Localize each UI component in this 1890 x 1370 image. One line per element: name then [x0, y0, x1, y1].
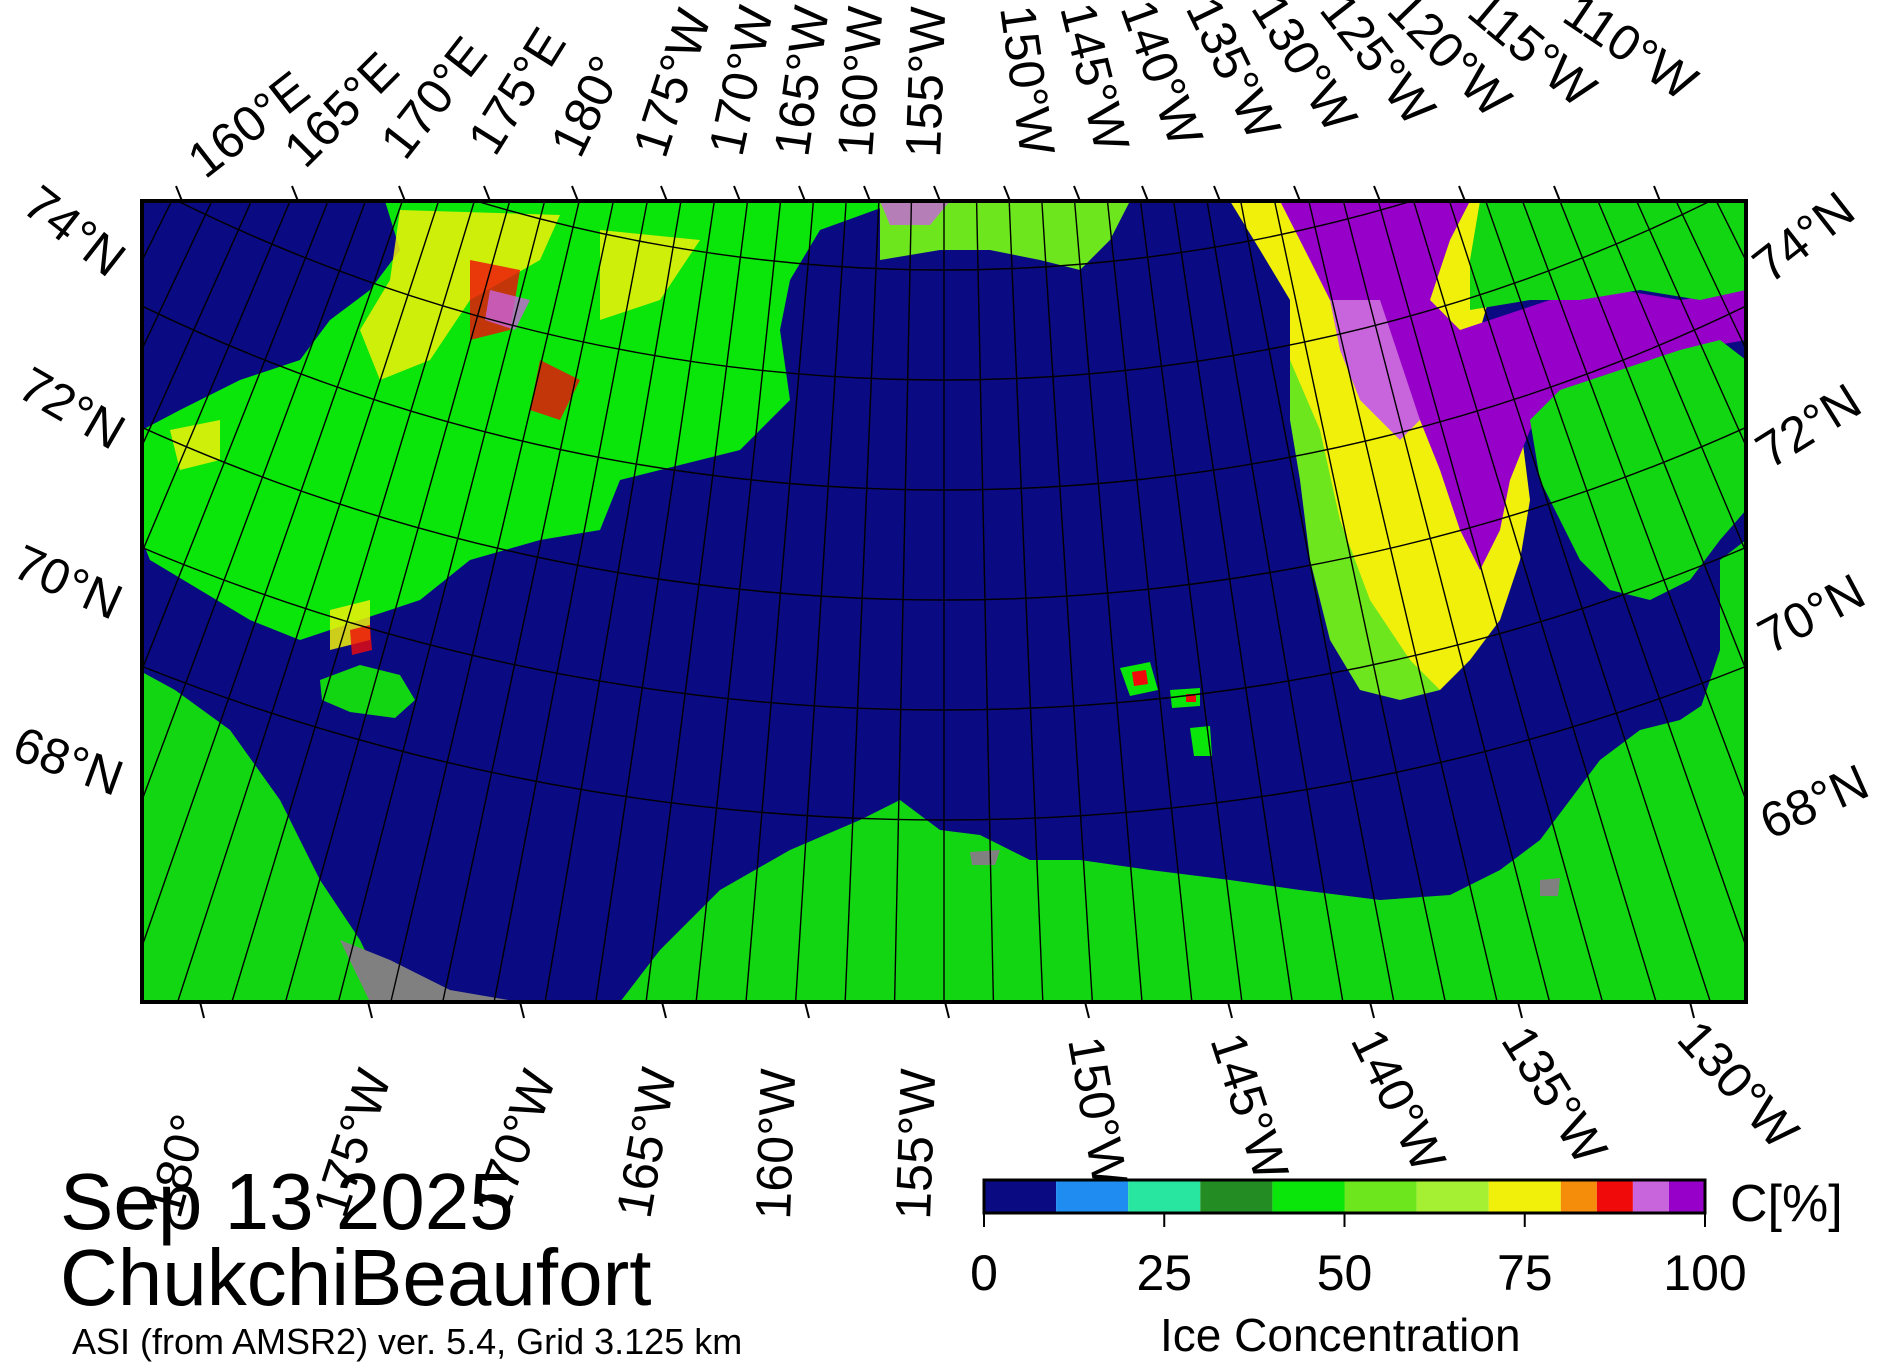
colorbar-swatch [1488, 1180, 1561, 1213]
sea-ice-east-purple [1280, 201, 1746, 570]
colorbar-tick-label: 0 [970, 1245, 998, 1301]
map-border [140, 199, 1748, 1004]
colorbar-swatch [1632, 1180, 1669, 1213]
left-lat-label: 70°N [6, 534, 131, 631]
sea-ice-north-east [1230, 201, 1530, 690]
ice-patches-yellow [170, 210, 700, 650]
land-victoria-island [1470, 201, 1746, 310]
region-label: ChukchiBeaufort [60, 1233, 652, 1322]
colorbar-swatch [1596, 1180, 1633, 1213]
left-lat-label: 74°N [13, 175, 136, 288]
left-lat-label: 68°N [6, 716, 130, 807]
colorbar-swatch [1344, 1180, 1417, 1213]
bottom-lon-label: 150°W [1057, 1032, 1138, 1191]
top-lon-label: 155°W [895, 5, 956, 158]
colorbar-tick-label: 100 [1663, 1245, 1747, 1301]
right-lat-label: 70°N [1749, 563, 1874, 665]
ice-patches-purple [485, 201, 950, 330]
sea-ice-east-pink [1330, 300, 1420, 440]
bottom-lon-label: 165°W [606, 1063, 687, 1222]
colorbar-unit-label: C[%] [1730, 1175, 1843, 1233]
right-lat-label: 72°N [1746, 373, 1870, 480]
left-latitude-labels: 74°N 72°N 70°N 68°N [6, 175, 136, 807]
product-label: ASI (from AMSR2) ver. 5.4, Grid 3.125 km [72, 1321, 743, 1362]
right-latitude-labels: 74°N 72°N 70°N 68°N [1742, 181, 1876, 850]
ice-spots-beaufort-red [1132, 670, 1196, 702]
colorbar-swatch [1200, 1180, 1273, 1213]
colorbar-swatch [1056, 1180, 1129, 1213]
sea-ice-east-green [1290, 360, 1440, 700]
land-alaska [620, 690, 1746, 1002]
bottom-lon-label: 145°W [1200, 1026, 1300, 1187]
right-lat-label: 68°N [1752, 753, 1877, 850]
ice-spots-beaufort [1120, 662, 1212, 756]
bottom-lon-label: 155°W [885, 1067, 946, 1220]
colorbar-swatch [1416, 1180, 1489, 1213]
colorbar [982, 1178, 1707, 1227]
top-lon-label: 160°W [827, 4, 893, 159]
colorbar-title: Ice Concentration [1160, 1309, 1521, 1361]
colorbar-tick-label: 75 [1496, 1245, 1553, 1301]
land-no-data [340, 940, 520, 1002]
bottom-lon-label: 160°W [745, 1067, 806, 1220]
bottom-lon-label: 140°W [1340, 1020, 1457, 1181]
bottom-lon-label: 130°W [1667, 1010, 1810, 1160]
colorbar-swatch [1668, 1180, 1705, 1213]
colorbar-swatch [984, 1180, 1057, 1213]
graticule [142, 201, 1746, 1002]
top-longitude-labels: 160°E165°E170°E175°E180°175°W170°W165°W1… [177, 0, 1707, 189]
colorbar-swatch [1272, 1180, 1345, 1213]
bottom-lon-label: 135°W [1491, 1016, 1619, 1174]
left-lat-label: 72°N [10, 356, 135, 460]
colorbar-tick-label: 50 [1316, 1245, 1373, 1301]
colorbar-swatch [1560, 1180, 1597, 1213]
colorbar-swatch [1128, 1180, 1201, 1213]
date-label: Sep 13 2025 [60, 1157, 514, 1246]
right-lat-label: 74°N [1742, 181, 1865, 294]
land-mainland-canada-east [1700, 540, 1746, 710]
tick-marks [175, 185, 1695, 1019]
land-wrangel-island [320, 665, 415, 718]
sea-ice-north-center [880, 201, 1130, 270]
colorbar-tick-label: 25 [1136, 1245, 1193, 1301]
